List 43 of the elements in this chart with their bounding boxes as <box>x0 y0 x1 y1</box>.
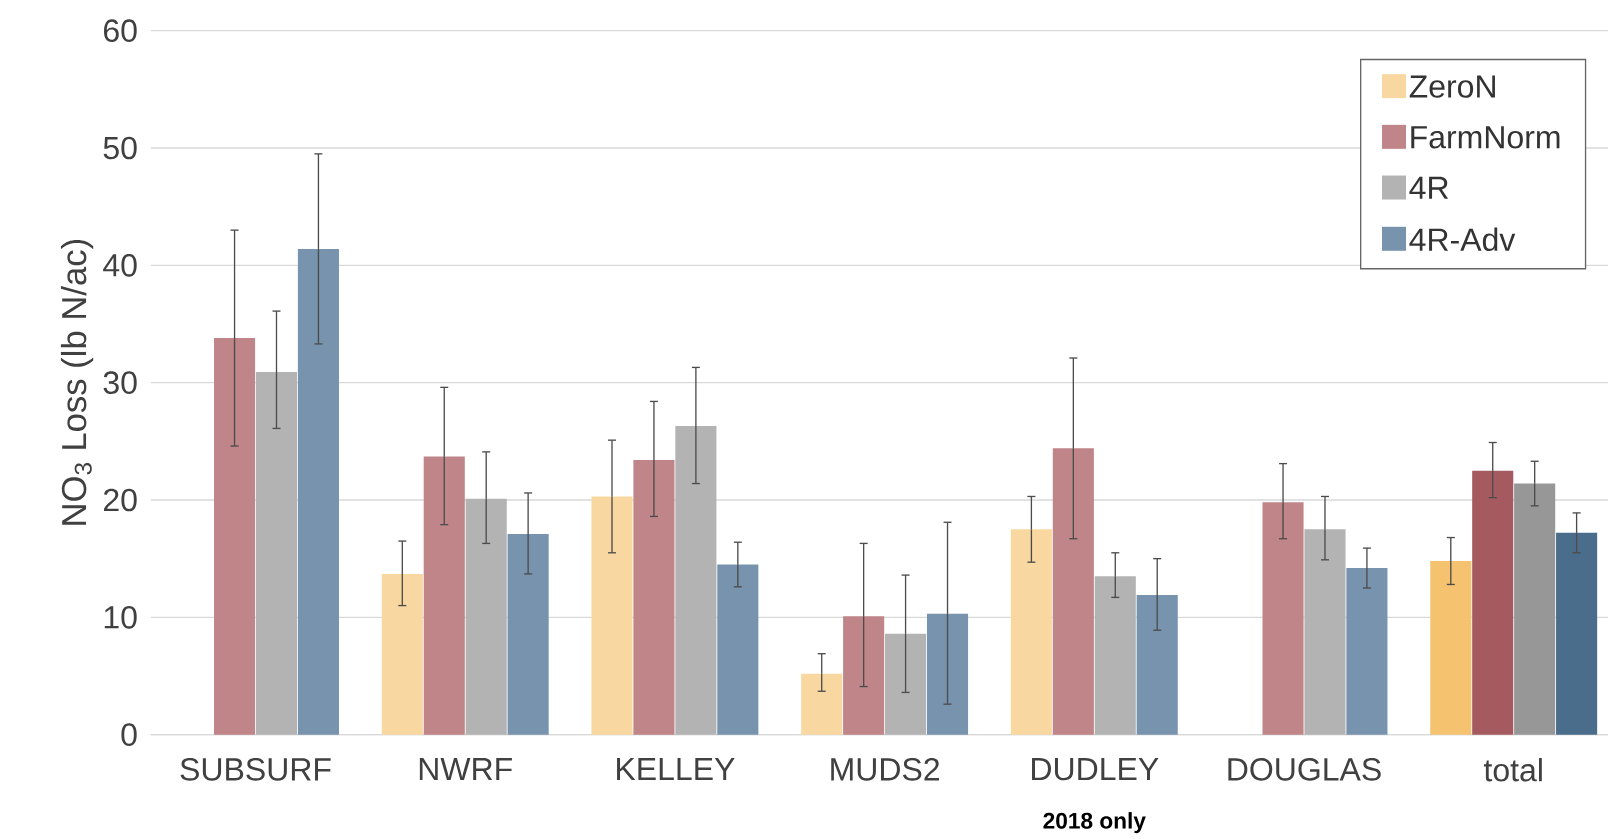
bar <box>507 534 549 735</box>
bar <box>1052 448 1094 735</box>
bar <box>801 673 843 735</box>
bar <box>381 574 423 735</box>
legend-label: 4R <box>1409 177 1449 200</box>
bar <box>1094 576 1136 735</box>
legend-label: 4R-Adv <box>1409 227 1516 252</box>
bar <box>297 249 339 735</box>
bar <box>717 564 759 735</box>
y-tick-label: 60 <box>104 19 137 43</box>
x-tick-label: DOUGLAS <box>1228 758 1381 781</box>
bar <box>423 456 465 735</box>
bar <box>591 496 633 735</box>
bar <box>1262 502 1304 735</box>
legend-label: ZeroN <box>1409 75 1495 98</box>
x-tick-label: NWRF <box>419 758 512 781</box>
bar <box>255 372 298 735</box>
y-tick-label: 20 <box>103 488 137 512</box>
x-tick-label: total <box>1483 758 1542 782</box>
bar <box>1346 568 1388 735</box>
y-tick-label: 50 <box>103 136 137 160</box>
legend-label: FarmNorm <box>1411 126 1560 149</box>
x-tick-label: DUDLEY <box>1032 758 1159 781</box>
bar <box>465 498 507 735</box>
bar <box>1430 561 1472 735</box>
y-tick-label: 10 <box>104 606 137 629</box>
y-tick-label: 0 <box>121 723 137 747</box>
y-tick-label: 30 <box>103 371 137 395</box>
x-tick-label: SUBSURF <box>180 758 331 781</box>
y-axis-title: NO$_{3}$ Loss (lb N/ac) <box>60 240 94 525</box>
bar <box>1010 529 1052 735</box>
text: 2018 only <box>1043 812 1146 834</box>
bar <box>214 338 256 735</box>
bar <box>675 426 717 735</box>
bar <box>1514 483 1556 735</box>
x-tick-label: KELLEY <box>617 758 735 781</box>
bar <box>1304 529 1346 735</box>
bar <box>633 460 675 735</box>
bar <box>1472 470 1514 735</box>
bar <box>1556 533 1598 735</box>
x-tick-label: MUDS2 <box>831 758 939 781</box>
bar <box>1136 595 1178 735</box>
y-tick-label: 40 <box>103 254 137 277</box>
